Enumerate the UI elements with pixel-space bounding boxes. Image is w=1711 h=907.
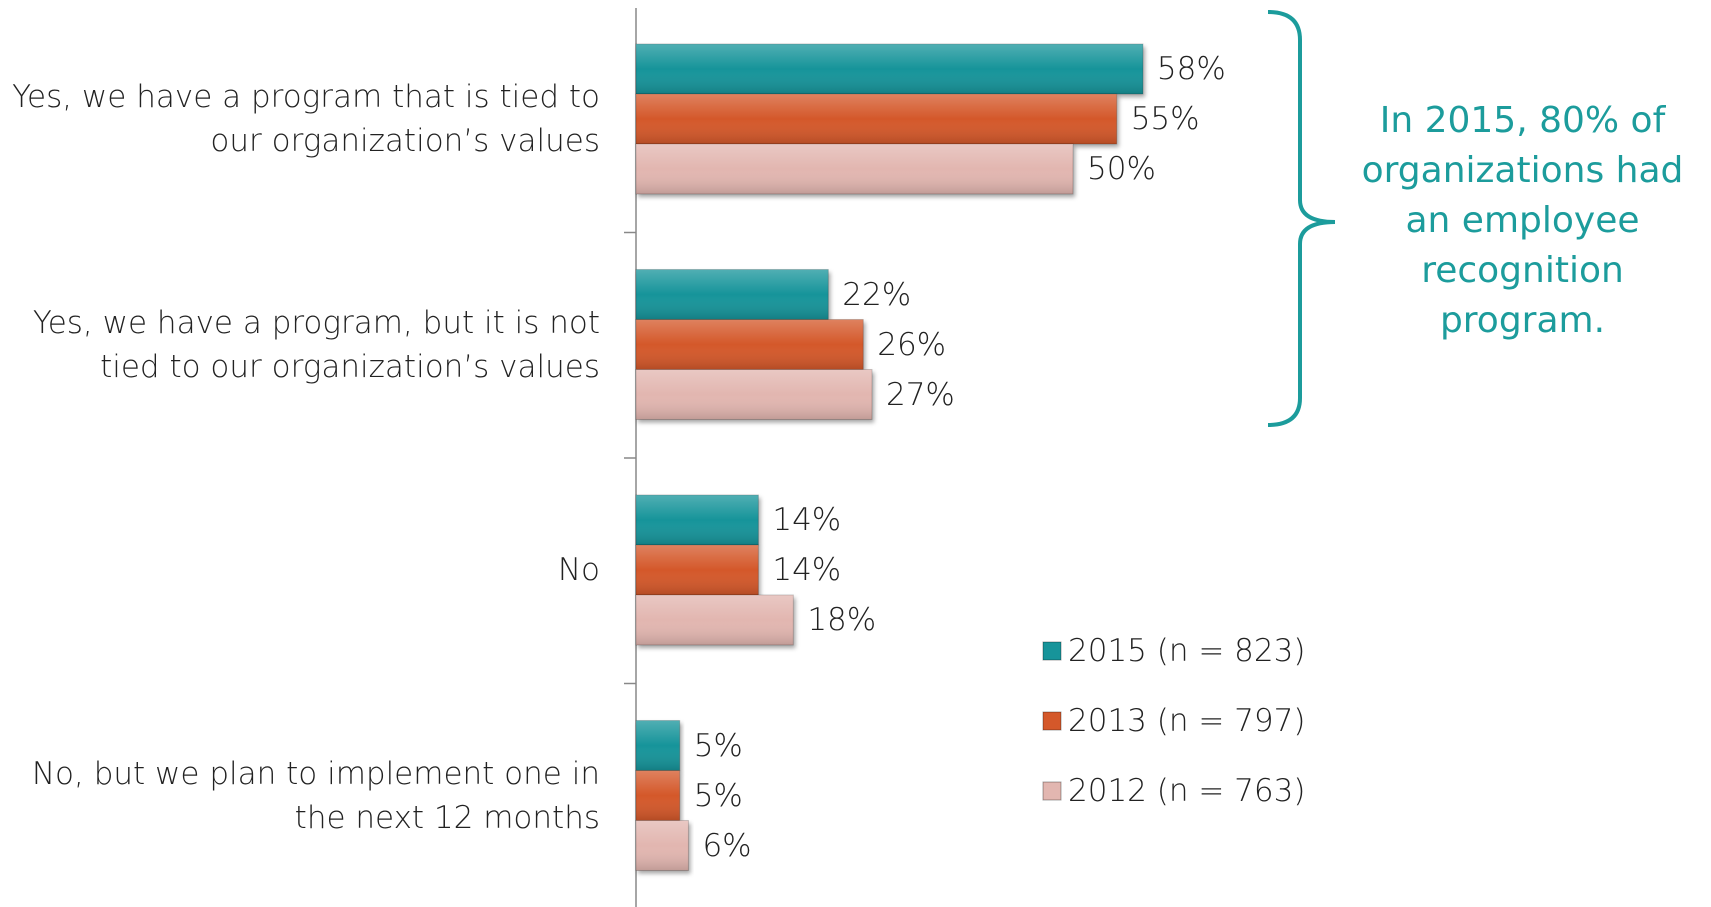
bar-shade xyxy=(636,369,872,420)
legend-label: 2013 (n = 797) xyxy=(1068,703,1306,739)
category-label: No, but we plan to implement one in the … xyxy=(31,755,600,836)
legend-swatch xyxy=(1042,641,1062,661)
value-label: 5% xyxy=(693,777,743,814)
value-label: 14% xyxy=(772,502,842,538)
value-label: 50% xyxy=(1087,151,1156,187)
legend-swatch xyxy=(1042,711,1062,731)
value-label: 58% xyxy=(1156,51,1226,87)
bar-shade xyxy=(636,94,1117,144)
value-label: 55% xyxy=(1130,101,1200,137)
bar-shade xyxy=(636,720,680,771)
value-label: 26% xyxy=(877,326,947,363)
bar-shade xyxy=(636,269,829,320)
brace xyxy=(1267,10,1336,427)
bar-shade xyxy=(636,144,1073,194)
legend-label: 2015 (n = 823) xyxy=(1068,633,1306,669)
bar-shade xyxy=(636,595,794,645)
category-label: Yes, we have a program, but it is not ti… xyxy=(32,304,600,385)
value-label: 27% xyxy=(885,376,955,413)
category-label: Yes, we have a program that is tied to o… xyxy=(12,79,600,159)
value-label: 22% xyxy=(842,276,912,313)
bar-shade xyxy=(636,770,680,821)
bar-shade xyxy=(636,44,1143,94)
legend-label: 2012 (n = 763) xyxy=(1068,773,1306,809)
value-label: 14% xyxy=(772,552,842,588)
value-label: 5% xyxy=(693,727,743,764)
legend-swatch xyxy=(1042,781,1062,801)
annotation: In 2015, 80% of organizations had an emp… xyxy=(1361,100,1684,341)
bar-shade xyxy=(636,319,864,370)
category-label: No xyxy=(557,552,600,588)
value-label: 18% xyxy=(807,602,877,638)
bar-shade xyxy=(636,820,689,871)
value-label: 6% xyxy=(702,827,752,864)
bar-shade xyxy=(636,495,759,545)
bar-shade xyxy=(636,545,759,595)
